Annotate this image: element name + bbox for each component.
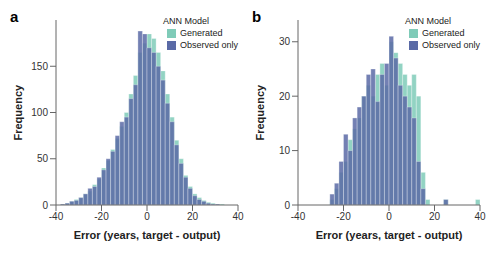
svg-text:50: 50 <box>37 153 49 164</box>
svg-text:-40: -40 <box>49 211 64 222</box>
svg-text:Error (years, target - output): Error (years, target - output) <box>74 229 221 241</box>
svg-text:0: 0 <box>144 211 150 222</box>
svg-text:20: 20 <box>279 91 291 102</box>
svg-text:-20: -20 <box>94 211 109 222</box>
svg-text:Frequency: Frequency <box>254 84 266 141</box>
html-text:b: b <box>252 8 262 25</box>
html-text:Observed only: Observed only <box>180 40 238 50</box>
svg-text:Error (years, target - output): Error (years, target - output) <box>316 229 463 241</box>
svg-text:-20: -20 <box>336 211 351 222</box>
svg-text:0: 0 <box>386 211 392 222</box>
html-text:Generated: Generated <box>180 28 223 38</box>
svg-text:0: 0 <box>42 200 48 211</box>
svg-text:-40: -40 <box>291 211 306 222</box>
svg-text:40: 40 <box>232 211 244 222</box>
svg-text:150: 150 <box>31 61 48 72</box>
svg-text:20: 20 <box>429 211 441 222</box>
html-text:Observed only: Observed only <box>422 40 480 50</box>
svg-text:0: 0 <box>284 200 290 211</box>
html-text:Generated: Generated <box>422 28 465 38</box>
html-text:ANN Model: ANN Model <box>163 16 209 26</box>
html-text:a: a <box>10 8 19 25</box>
svg-text:30: 30 <box>279 36 291 47</box>
svg-text:10: 10 <box>279 145 291 156</box>
html-text:ANN Model: ANN Model <box>405 16 451 26</box>
svg-text:100: 100 <box>31 107 48 118</box>
svg-text:40: 40 <box>474 211 486 222</box>
svg-text:Frequency: Frequency <box>12 84 24 141</box>
svg-text:20: 20 <box>187 211 199 222</box>
